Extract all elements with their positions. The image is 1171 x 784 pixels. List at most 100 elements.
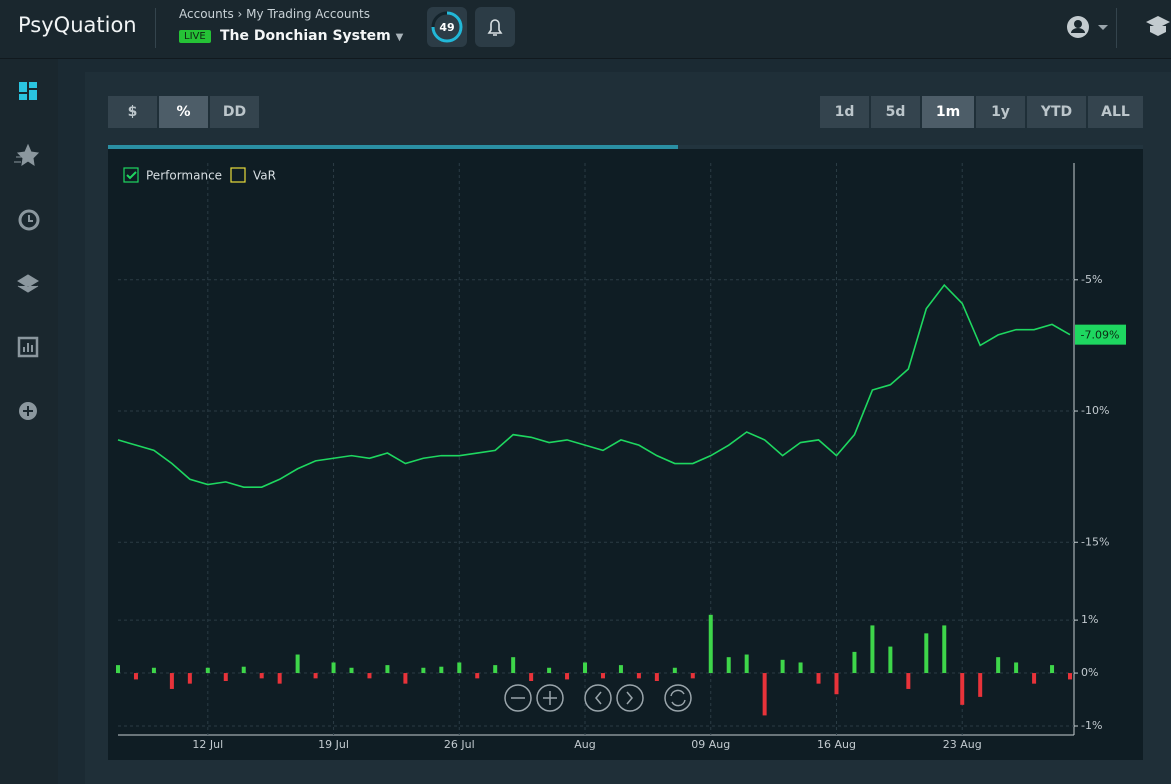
- return-bar: [672, 667, 677, 674]
- x-tick-label: 09 Aug: [691, 738, 730, 751]
- return-bar: [277, 673, 282, 684]
- separator: [155, 8, 156, 48]
- return-bar: [116, 665, 120, 674]
- clock-hands: [28, 215, 33, 222]
- return-bar: [223, 673, 228, 681]
- watchlist-icon[interactable]: [14, 143, 40, 167]
- return-bar: [385, 665, 390, 674]
- x-tick-label: 19 Jul: [318, 738, 349, 751]
- y-tick-label: -1%: [1081, 719, 1102, 732]
- return-bar: [259, 673, 264, 679]
- status-badge: LIVE: [179, 30, 211, 43]
- zoom-in[interactable]: [536, 684, 564, 712]
- toolbar-button[interactable]: YTD: [1027, 96, 1086, 128]
- return-bar: [403, 673, 408, 684]
- return-bar: [169, 673, 174, 689]
- return-bar: [816, 673, 821, 684]
- return-bar: [906, 673, 911, 689]
- toolbar-button[interactable]: 5d: [871, 96, 920, 128]
- return-bar: [583, 662, 588, 674]
- return-bar: [475, 673, 480, 679]
- return-bar: [151, 667, 156, 674]
- return-bar: [654, 673, 659, 681]
- return-bar: [798, 662, 803, 674]
- return-bar: [852, 651, 857, 674]
- y-tick-label: -5%: [1081, 273, 1102, 286]
- return-bar: [942, 625, 947, 674]
- return-bar: [529, 673, 534, 681]
- pan-right[interactable]: [616, 684, 644, 712]
- progress-bar: [108, 145, 678, 149]
- legend-checkbox[interactable]: [230, 167, 246, 183]
- sidebar-icons: [14, 82, 40, 420]
- return-bar: [762, 673, 767, 716]
- return-bar: [331, 662, 336, 674]
- return-bar: [780, 659, 785, 674]
- toolbar-button[interactable]: 1d: [820, 96, 869, 128]
- chevron-left: [595, 691, 602, 705]
- brand[interactable]: PsyQuation: [18, 13, 137, 37]
- x-tick-label: 26 Jul: [444, 738, 475, 751]
- return-bar: [834, 673, 839, 695]
- return-bar: [1050, 665, 1055, 674]
- return-bar: [547, 667, 552, 674]
- y-tick-label: 1%: [1081, 613, 1098, 626]
- account-name: The Donchian System: [220, 28, 391, 44]
- return-bar: [1032, 673, 1037, 684]
- return-bar: [690, 673, 695, 679]
- reset-icon: [670, 689, 686, 707]
- x-tick-label: 23 Aug: [943, 738, 982, 751]
- return-bar: [457, 662, 462, 674]
- toolbar-button[interactable]: 1m: [922, 96, 974, 128]
- return-bar: [313, 673, 318, 679]
- return-bar: [421, 667, 426, 674]
- return-bar: [367, 673, 372, 679]
- toolbar-button[interactable]: $: [108, 96, 157, 128]
- account-selector[interactable]: The Donchian System ▼: [220, 28, 403, 44]
- caret: ▼: [395, 32, 404, 43]
- zoom-out[interactable]: [504, 684, 532, 712]
- reports-icon[interactable]: [17, 336, 39, 358]
- return-bar: [600, 673, 605, 679]
- performance-line: [117, 283, 1071, 488]
- return-bar: [133, 673, 138, 680]
- dashboard-icon[interactable]: [19, 82, 37, 100]
- pan-left[interactable]: [584, 684, 612, 712]
- return-bar: [1068, 673, 1072, 680]
- y-tick-label: 0%: [1081, 666, 1098, 679]
- breadcrumb-link[interactable]: My Trading Accounts: [246, 7, 370, 21]
- return-bar: [295, 654, 300, 674]
- toolbar-button[interactable]: %: [159, 96, 208, 128]
- return-bar: [205, 667, 210, 674]
- layers-icon[interactable]: [17, 274, 39, 293]
- return-bar: [511, 657, 516, 674]
- toolbar-button[interactable]: ALL: [1088, 96, 1143, 128]
- reports-bars: [23, 343, 33, 352]
- breadcrumb-link[interactable]: Accounts: [179, 7, 234, 21]
- toolbar-button[interactable]: DD: [210, 96, 259, 128]
- y-tick-label: -15%: [1081, 535, 1109, 548]
- return-bar: [996, 657, 1001, 674]
- return-bar: [978, 673, 983, 697]
- return-bar: [187, 673, 192, 684]
- return-bar: [565, 673, 570, 680]
- alerts-icon[interactable]: [18, 209, 40, 231]
- return-bar: [439, 666, 444, 674]
- y-tick-label: -10%: [1081, 404, 1109, 417]
- add-plus: [23, 406, 33, 416]
- x-tick-label: 12 Jul: [192, 738, 223, 751]
- toolbar-button[interactable]: 1y: [976, 96, 1025, 128]
- x-tick-label: Aug: [574, 738, 595, 751]
- return-bar: [618, 665, 623, 674]
- return-bar: [960, 673, 965, 705]
- return-bar: [241, 666, 246, 674]
- reset-zoom[interactable]: [664, 684, 692, 712]
- return-bar: [708, 614, 713, 674]
- return-bar: [924, 633, 929, 674]
- plus: [543, 691, 557, 705]
- return-bar: [888, 646, 893, 674]
- legend-checkbox[interactable]: [123, 167, 139, 183]
- chevron-right: [626, 691, 633, 705]
